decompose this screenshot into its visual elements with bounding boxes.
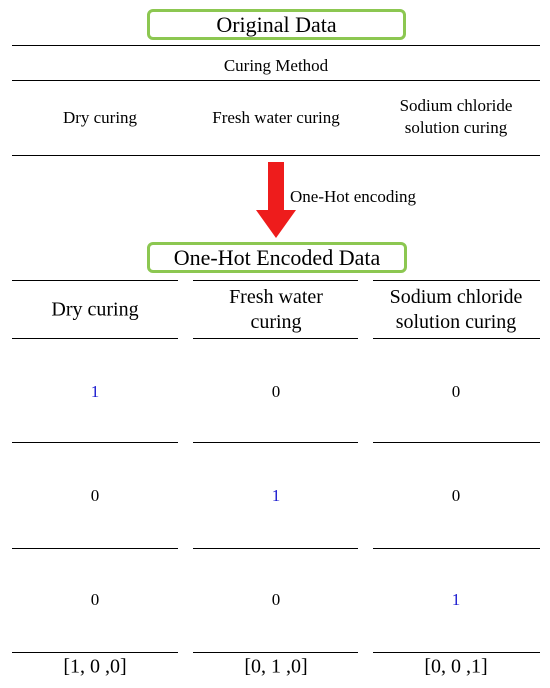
cell-value: 0 [90, 486, 100, 505]
cell-value: 1 [271, 486, 281, 505]
rule [12, 442, 178, 443]
original-column: Dry curing [62, 108, 138, 127]
rule [193, 652, 358, 653]
original-header: Curing Method [223, 56, 329, 75]
rule [373, 548, 540, 549]
cell-value: 0 [451, 382, 461, 401]
rule [12, 652, 178, 653]
cell-value: 0 [271, 590, 281, 609]
rule [373, 280, 540, 281]
rule [12, 280, 178, 281]
original-title: Original Data [147, 9, 406, 40]
encoded-column: Sodium chloride solution curing [389, 286, 523, 333]
vector: [0, 0 ,1] [424, 655, 488, 678]
original-column: Sodium chloride solution curing [399, 96, 513, 137]
encoded-title: One-Hot Encoded Data [147, 242, 407, 273]
rule [12, 338, 178, 339]
rule [193, 442, 358, 443]
arrow [256, 162, 296, 238]
cell-value: 1 [90, 382, 100, 401]
encoded-column: Fresh water curing [229, 286, 323, 333]
cell-value: 1 [451, 590, 461, 609]
vector: [0, 1 ,0] [244, 655, 308, 678]
rule [193, 338, 358, 339]
rule [12, 80, 540, 81]
encoded-column: Dry curing [51, 298, 139, 321]
cell-value: 0 [271, 382, 281, 401]
arrow-label: One-Hot encoding [290, 187, 417, 206]
rule [12, 45, 540, 46]
vector: [1, 0 ,0] [63, 655, 127, 678]
original-column: Fresh water curing [212, 108, 340, 127]
rule [193, 280, 358, 281]
rule [12, 548, 178, 549]
cell-value: 0 [451, 486, 461, 505]
rule [193, 548, 358, 549]
rule [373, 652, 540, 653]
rule [373, 338, 540, 339]
cell-value: 0 [90, 590, 100, 609]
rule [373, 442, 540, 443]
rule [12, 155, 540, 156]
